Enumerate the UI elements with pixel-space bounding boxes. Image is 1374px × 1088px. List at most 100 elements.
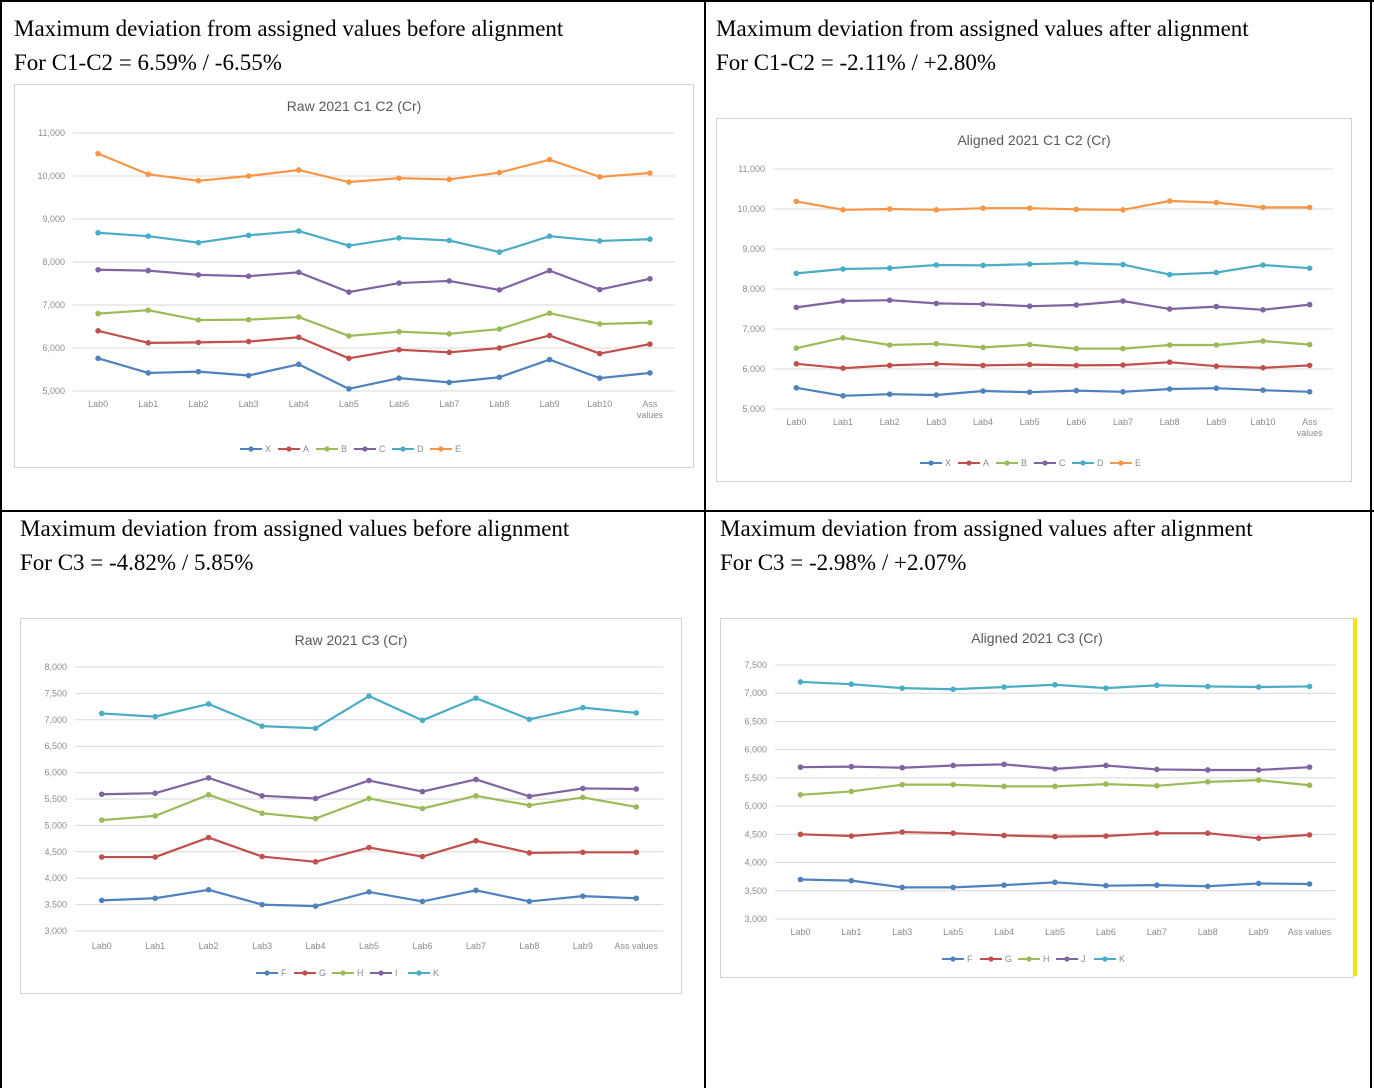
data-point [1166, 386, 1173, 392]
y-tick-label: 7,000 [44, 715, 67, 725]
series-line-c [98, 268, 651, 294]
x-tick-label: Lab8 [519, 941, 539, 951]
data-point [1255, 777, 1262, 783]
raw-c3-heading-line2: For C3 = -4.82% / 5.85% [20, 550, 254, 575]
data-point [98, 817, 105, 823]
data-point [245, 273, 252, 279]
data-point [259, 901, 265, 908]
data-point [633, 849, 640, 856]
data-point [1001, 761, 1007, 768]
data-point [473, 695, 479, 701]
data-point [1120, 261, 1126, 268]
data-point [1306, 301, 1313, 308]
x-tick-label: Lab9 [1249, 927, 1269, 937]
data-point [596, 238, 603, 244]
data-point [396, 175, 402, 181]
data-point [793, 361, 800, 367]
data-point [546, 332, 553, 339]
data-point [1306, 341, 1313, 348]
data-point [419, 805, 426, 812]
data-point [546, 356, 553, 363]
data-point [366, 844, 372, 851]
data-point [1052, 783, 1058, 790]
x-tick-label: Lab7 [1147, 927, 1167, 937]
y-tick-label: 6,500 [44, 741, 67, 751]
y-tick-label: 6,500 [744, 716, 767, 726]
y-tick-label: 6,000 [42, 343, 65, 353]
data-point [1120, 298, 1126, 304]
legend-label: E [1135, 458, 1141, 468]
data-point [1255, 835, 1262, 842]
data-point [848, 763, 855, 770]
data-point [1120, 389, 1126, 395]
series-line-d [796, 261, 1310, 276]
data-point [1260, 204, 1266, 211]
legend-label: H [1043, 954, 1050, 964]
aligned-c1c2-heading-line1: Maximum deviation from assigned values a… [716, 16, 1249, 41]
data-point [1306, 764, 1313, 770]
data-point [195, 317, 202, 323]
data-point [1213, 199, 1220, 206]
data-point [496, 169, 503, 176]
chart-title: Aligned 2021 C3 (Cr) [971, 630, 1103, 646]
y-tick-label: 10,000 [737, 204, 765, 214]
legend-marker [400, 446, 406, 452]
data-point [596, 174, 603, 180]
legend-marker [264, 970, 270, 976]
data-point [797, 792, 804, 798]
legend-label: K [433, 968, 439, 978]
data-point [950, 686, 956, 693]
data-point [245, 316, 252, 323]
data-point [205, 701, 212, 707]
data-point [95, 266, 101, 273]
data-point [1213, 363, 1220, 369]
x-tick-label: values [1297, 428, 1324, 438]
chart-svg: Raw 2021 C3 (Cr) 3,000 3,500 4,000 4,500 5,00… [44, 632, 663, 978]
data-point [312, 815, 319, 822]
data-point [446, 349, 453, 356]
data-point [396, 328, 402, 335]
data-point [1154, 682, 1160, 689]
legend-label: X [945, 458, 951, 468]
table-border-left [0, 0, 2, 1088]
x-tick-label: Lab0 [786, 417, 806, 427]
data-point [1204, 830, 1211, 837]
legend-label: D [417, 444, 424, 454]
data-point [1073, 302, 1080, 308]
data-point [346, 333, 352, 339]
table-row-divider [0, 510, 1374, 512]
data-point [366, 693, 372, 699]
data-point [496, 287, 503, 293]
data-point [152, 813, 158, 819]
chart-svg: Aligned 2021 C1 C2 (Cr) 5,000 6,000 7,000 8,… [737, 132, 1333, 468]
data-point [526, 898, 533, 905]
data-point [346, 179, 352, 185]
data-point [933, 207, 940, 213]
x-tick-label: Lab6 [412, 941, 432, 951]
data-point [1120, 362, 1126, 368]
x-tick-label: Lab5 [1020, 417, 1040, 427]
data-point [259, 853, 265, 860]
x-tick-label: Lab5 [339, 399, 359, 409]
data-point [1260, 338, 1266, 344]
legend-marker [1042, 460, 1048, 466]
data-point [1052, 681, 1058, 688]
data-point [396, 346, 402, 353]
series-line-b [98, 309, 650, 338]
y-tick-label: 7,500 [744, 660, 767, 670]
data-point [1204, 883, 1211, 890]
data-point [195, 272, 202, 278]
table-border-top [0, 0, 1374, 2]
x-tick-label: Lab7 [1113, 417, 1133, 427]
y-tick-label: 7,000 [42, 300, 65, 310]
data-point [295, 167, 302, 173]
series-line-x [796, 386, 1310, 397]
data-point [1103, 781, 1109, 787]
data-point [145, 171, 152, 178]
data-point [1166, 342, 1173, 348]
legend-marker [1118, 460, 1124, 466]
y-tick-label: 10,000 [37, 171, 65, 181]
data-point [1204, 683, 1211, 690]
data-point [797, 679, 804, 685]
legend-marker [1064, 956, 1070, 962]
